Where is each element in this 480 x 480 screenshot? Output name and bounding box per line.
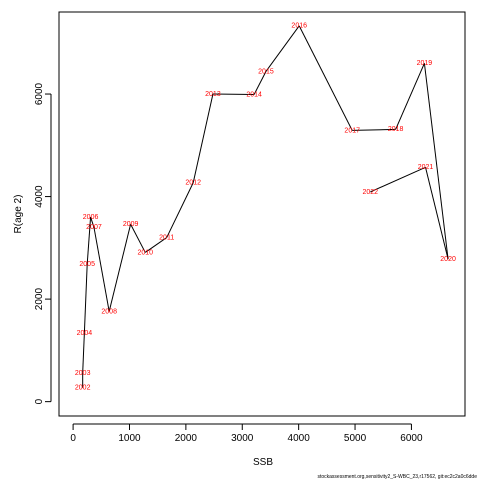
plot-frame	[58, 11, 466, 417]
y-tick-label: 0	[34, 398, 45, 404]
footer-text: stockassessment.org,sensitivity2_S-WBC_2…	[317, 474, 477, 480]
series-segment	[90, 216, 95, 228]
x-tick-label: 6000	[400, 433, 423, 444]
point-label-2008: 2008	[101, 308, 117, 315]
point-label-2018: 2018	[388, 126, 404, 133]
series-segment	[83, 264, 88, 333]
y-tick-label: 6000	[34, 82, 45, 105]
series-segment	[144, 237, 167, 253]
series-segment	[425, 167, 449, 260]
point-label-2015: 2015	[258, 68, 274, 75]
point-label-2016: 2016	[291, 23, 307, 30]
y-tick-label: 4000	[34, 185, 45, 208]
series-segment	[93, 227, 110, 312]
point-label-2002: 2002	[75, 385, 91, 392]
series-segment	[108, 224, 132, 312]
point-label-2017: 2017	[344, 127, 360, 134]
series-segment	[265, 25, 300, 72]
x-tick-label: 3000	[231, 433, 254, 444]
y-axis: 0 2000 4000 6000	[34, 82, 52, 404]
point-label-2003: 2003	[75, 370, 91, 377]
point-label-2014: 2014	[246, 91, 262, 98]
series-segment	[166, 182, 194, 238]
series-segment	[86, 217, 92, 265]
point-label-2019: 2019	[417, 60, 433, 67]
point-label-2005: 2005	[79, 261, 95, 268]
series-segment	[352, 128, 396, 131]
x-tick-label: 4000	[288, 433, 311, 444]
x-tick-label: 5000	[344, 433, 367, 444]
point-label-2010: 2010	[137, 249, 153, 256]
x-axis: 0 1000 2000 3000 4000 5000 6000	[70, 423, 423, 444]
point-label-2009: 2009	[123, 221, 139, 228]
series-segment	[82, 332, 85, 373]
x-tick-label: 0	[70, 433, 76, 444]
series-segment	[253, 71, 267, 95]
series-segment	[212, 93, 255, 96]
point-label-2007: 2007	[86, 224, 102, 231]
point-label-2020: 2020	[440, 256, 456, 263]
series-segment	[298, 25, 353, 131]
x-axis-label: SSB	[253, 457, 273, 468]
point-label-2022: 2022	[362, 189, 378, 196]
series-segment	[192, 93, 214, 183]
point-label-2004: 2004	[77, 330, 93, 337]
x-tick-label: 2000	[175, 433, 198, 444]
series-segment	[423, 63, 449, 260]
point-labels: 2002 2003 2004 2005 2006 2007 2008 2009 2010 2011…	[75, 23, 456, 392]
x-tick-label: 1000	[118, 433, 141, 444]
point-label-2011: 2011	[159, 234, 174, 241]
point-label-2012: 2012	[185, 180, 201, 187]
y-tick-label: 2000	[34, 288, 45, 311]
series-segment	[130, 224, 146, 253]
series-line	[82, 25, 449, 388]
series-segment	[395, 63, 425, 130]
point-label-2021: 2021	[418, 164, 434, 171]
point-label-2006: 2006	[83, 214, 99, 221]
y-axis-label: R(age 2)	[13, 195, 24, 234]
series-segment	[370, 166, 426, 193]
point-label-2013: 2013	[205, 91, 221, 98]
